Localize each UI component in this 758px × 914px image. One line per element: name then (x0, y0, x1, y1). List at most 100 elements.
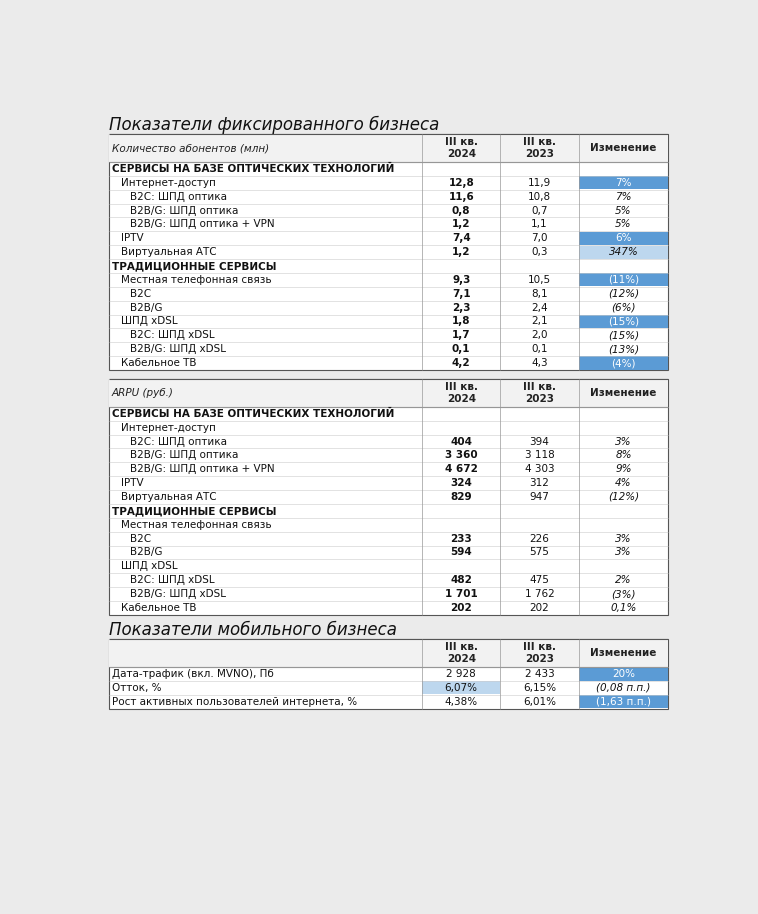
Text: Дата-трафик (вкл. MVNO), Пб: Дата-трафик (вкл. MVNO), Пб (111, 669, 274, 679)
Text: Изменение: Изменение (590, 648, 656, 658)
Text: 8%: 8% (615, 451, 631, 461)
Bar (579, 273, 668, 286)
Text: Показатели фиксированного бизнеса: Показатели фиксированного бизнеса (108, 116, 439, 134)
Text: 5%: 5% (615, 219, 631, 229)
Text: 202: 202 (530, 603, 550, 613)
Text: 0,8: 0,8 (452, 206, 471, 216)
Text: 0,1: 0,1 (531, 345, 548, 354)
Text: 2 433: 2 433 (525, 669, 554, 679)
Text: ARPU (руб.): ARPU (руб.) (111, 388, 174, 398)
Text: 1,2: 1,2 (452, 247, 471, 257)
Text: (13%): (13%) (608, 345, 639, 354)
Bar (579, 232, 668, 245)
Text: В2В/G: ШПД оптика: В2В/G: ШПД оптика (130, 206, 239, 216)
Bar (108, 134, 669, 370)
Text: 6,07%: 6,07% (445, 683, 478, 693)
Text: 3 118: 3 118 (525, 451, 554, 461)
Text: 7,0: 7,0 (531, 233, 548, 243)
Text: 10,5: 10,5 (528, 275, 551, 285)
Text: 7%: 7% (615, 178, 631, 188)
Text: В2С: ШПД оптика: В2С: ШПД оптика (130, 192, 227, 202)
Text: (12%): (12%) (608, 492, 639, 502)
Text: 233: 233 (450, 534, 472, 544)
Text: 4 303: 4 303 (525, 464, 554, 474)
Text: (3%): (3%) (611, 589, 636, 599)
Text: Отток, %: Отток, % (111, 683, 161, 693)
Bar (108, 640, 669, 667)
Text: 2,1: 2,1 (531, 316, 548, 326)
Text: 394: 394 (530, 437, 550, 447)
Text: IPTV: IPTV (121, 478, 144, 488)
Text: 6,01%: 6,01% (523, 696, 556, 707)
Bar (108, 379, 669, 615)
Text: 475: 475 (530, 575, 550, 585)
Bar (579, 696, 668, 708)
Text: В2С: В2С (130, 289, 152, 299)
Text: В2В/G: В2В/G (130, 303, 163, 313)
Text: (12%): (12%) (608, 289, 639, 299)
Text: 947: 947 (530, 492, 550, 502)
Text: (15%): (15%) (608, 330, 639, 340)
Text: 202: 202 (450, 603, 472, 613)
Bar (108, 134, 669, 162)
Text: 11,6: 11,6 (448, 192, 474, 202)
Text: III кв.
2024: III кв. 2024 (445, 137, 478, 159)
Text: Рост активных пользователей интернета, %: Рост активных пользователей интернета, % (111, 696, 357, 707)
Text: 482: 482 (450, 575, 472, 585)
Text: III кв.
2024: III кв. 2024 (445, 382, 478, 404)
Text: (6%): (6%) (611, 303, 636, 313)
Text: В2В/G: В2В/G (130, 547, 163, 558)
Text: Интернет-доступ: Интернет-доступ (121, 422, 216, 432)
Text: 12,8: 12,8 (448, 178, 474, 188)
Text: В2В/G: ШПД оптика: В2В/G: ШПД оптика (130, 451, 239, 461)
Text: 8,1: 8,1 (531, 289, 548, 299)
Text: Изменение: Изменение (590, 143, 656, 154)
Text: 1 701: 1 701 (445, 589, 478, 599)
Text: 4,3: 4,3 (531, 358, 548, 368)
Text: В2С: ШПД оптика: В2С: ШПД оптика (130, 437, 227, 447)
Text: 1,7: 1,7 (452, 330, 471, 340)
Text: 5%: 5% (615, 206, 631, 216)
Text: 2 928: 2 928 (446, 669, 476, 679)
Bar (579, 667, 668, 681)
Text: 9,3: 9,3 (452, 275, 471, 285)
Bar (579, 315, 668, 328)
Text: ТРАДИЦИОННЫЕ СЕРВИСЫ: ТРАДИЦИОННЫЕ СЕРВИСЫ (111, 261, 277, 271)
Bar (579, 356, 668, 369)
Text: 10,8: 10,8 (528, 192, 551, 202)
Text: В2С: ШПД xDSL: В2С: ШПД xDSL (130, 330, 215, 340)
Text: 575: 575 (530, 547, 550, 558)
Text: Местная телефонная связь: Местная телефонная связь (121, 275, 271, 285)
Text: (11%): (11%) (608, 275, 639, 285)
Text: Интернет-доступ: Интернет-доступ (121, 178, 216, 188)
Text: Местная телефонная связь: Местная телефонная связь (121, 520, 271, 530)
Text: 7,1: 7,1 (452, 289, 471, 299)
Text: СЕРВИСЫ НА БАЗЕ ОПТИЧЕСКИХ ТЕХНОЛОГИЙ: СЕРВИСЫ НА БАЗЕ ОПТИЧЕСКИХ ТЕХНОЛОГИЙ (111, 164, 394, 174)
Text: 347%: 347% (609, 247, 638, 257)
Text: 1,2: 1,2 (452, 219, 471, 229)
Text: 6%: 6% (615, 233, 631, 243)
Bar (108, 134, 669, 370)
Text: 312: 312 (530, 478, 550, 488)
Text: В2В/G: ШПД xDSL: В2В/G: ШПД xDSL (130, 345, 227, 354)
Text: 2,4: 2,4 (531, 303, 548, 313)
Text: 324: 324 (450, 478, 472, 488)
Text: (15%): (15%) (608, 316, 639, 326)
Text: 7%: 7% (615, 192, 631, 202)
Text: В2В/G: ШПД оптика + VPN: В2В/G: ШПД оптика + VPN (130, 464, 275, 474)
Text: Виртуальная АТС: Виртуальная АТС (121, 492, 217, 502)
Text: 2%: 2% (615, 575, 631, 585)
Text: 404: 404 (450, 437, 472, 447)
Text: III кв.
2023: III кв. 2023 (523, 382, 556, 404)
Bar (108, 379, 669, 407)
Text: ШПД xDSL: ШПД xDSL (121, 561, 177, 571)
Text: Количество абонентов (млн): Количество абонентов (млн) (111, 143, 269, 154)
Text: 9%: 9% (615, 464, 631, 474)
Bar (108, 640, 669, 708)
Text: (4%): (4%) (611, 358, 636, 368)
Text: 4,2: 4,2 (452, 358, 471, 368)
Text: 4,38%: 4,38% (445, 696, 478, 707)
Bar (579, 246, 668, 259)
Bar (579, 176, 668, 189)
Text: 1,8: 1,8 (452, 316, 471, 326)
